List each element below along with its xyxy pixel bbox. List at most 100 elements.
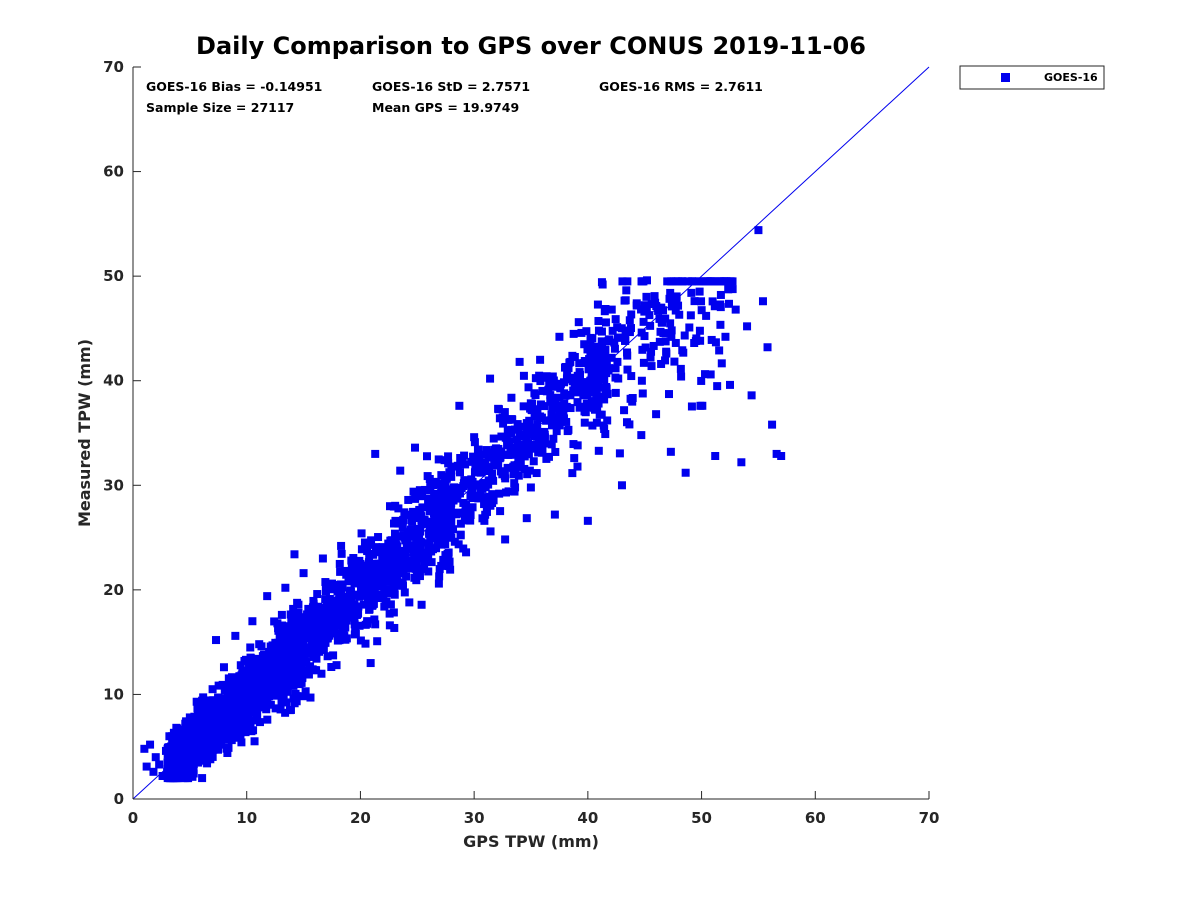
data-point (260, 690, 269, 699)
data-point (286, 705, 295, 714)
y-axis-label: Measured TPW (mm) (75, 339, 94, 527)
data-point (478, 484, 487, 493)
data-point (285, 642, 294, 651)
data-point (468, 486, 477, 495)
data-point (587, 372, 596, 381)
data-point (763, 343, 772, 352)
data-point (667, 326, 676, 335)
data-point (647, 300, 656, 309)
data-point (174, 737, 183, 746)
stat-rms: GOES-16 RMS = 2.7611 (599, 79, 763, 94)
data-point (502, 488, 511, 497)
data-point (246, 643, 255, 652)
y-tick-label: 30 (103, 476, 124, 494)
data-point (198, 696, 207, 705)
data-point (409, 548, 418, 557)
data-point (456, 531, 465, 540)
data-point (600, 307, 609, 316)
data-point (526, 483, 535, 492)
data-point (356, 636, 365, 645)
data-point (262, 702, 271, 711)
data-point (210, 701, 219, 710)
data-point (266, 700, 275, 709)
legend-marker-square (1001, 73, 1010, 82)
data-point (171, 729, 180, 738)
data-point (180, 744, 189, 753)
data-point (610, 344, 619, 353)
data-point (404, 495, 413, 504)
data-point (548, 403, 557, 412)
data-point (321, 585, 330, 594)
data-point (183, 774, 192, 783)
y-tick-label: 50 (103, 267, 124, 285)
data-point (367, 591, 376, 600)
data-point (179, 773, 188, 782)
data-point (555, 406, 564, 415)
data-point (613, 323, 622, 332)
data-point (239, 681, 248, 690)
data-point (494, 405, 503, 414)
data-point (335, 559, 344, 568)
data-point (486, 527, 495, 536)
legend-label-goes16: GOES-16 (1044, 71, 1098, 84)
data-point (716, 300, 725, 309)
data-point (333, 636, 342, 645)
data-point (250, 675, 259, 684)
data-point (249, 687, 258, 696)
data-point (327, 662, 336, 671)
data-point (638, 345, 647, 354)
data-point (598, 340, 607, 349)
data-point (473, 445, 482, 454)
data-point (702, 277, 711, 286)
data-point (513, 440, 522, 449)
data-point (499, 419, 508, 428)
data-point (560, 389, 569, 398)
data-point (317, 604, 326, 613)
data-point (580, 340, 589, 349)
data-point (239, 692, 248, 701)
data-point (280, 647, 289, 656)
data-point (577, 328, 586, 337)
data-point (551, 447, 560, 456)
data-point (582, 327, 591, 336)
data-point (546, 396, 555, 405)
data-point (592, 394, 601, 403)
data-point (611, 315, 620, 324)
data-point (388, 568, 397, 577)
data-point (330, 580, 339, 589)
data-point (418, 503, 427, 512)
data-point (590, 388, 599, 397)
data-point (690, 297, 699, 306)
data-point (398, 523, 407, 532)
data-point (658, 318, 667, 327)
data-point (296, 618, 305, 627)
data-point (285, 680, 294, 689)
data-point (140, 744, 149, 753)
data-point (594, 446, 603, 455)
data-point (600, 365, 609, 374)
data-point (163, 772, 172, 781)
data-point (306, 693, 315, 702)
data-point (350, 630, 359, 639)
data-point (266, 681, 275, 690)
data-point (169, 770, 178, 779)
data-point (218, 680, 227, 689)
data-point (623, 365, 632, 374)
data-point (584, 382, 593, 391)
data-point (367, 566, 376, 575)
data-point (279, 669, 288, 678)
data-point (306, 649, 315, 658)
data-point (188, 772, 197, 781)
data-point (313, 590, 322, 599)
data-point (684, 277, 693, 286)
data-point (336, 567, 345, 576)
data-point (470, 438, 479, 447)
data-point (538, 386, 547, 395)
data-point (311, 615, 320, 624)
data-point (625, 328, 634, 337)
data-point (412, 558, 421, 567)
data-point (163, 750, 172, 759)
data-point (194, 698, 203, 707)
data-point (647, 362, 656, 371)
